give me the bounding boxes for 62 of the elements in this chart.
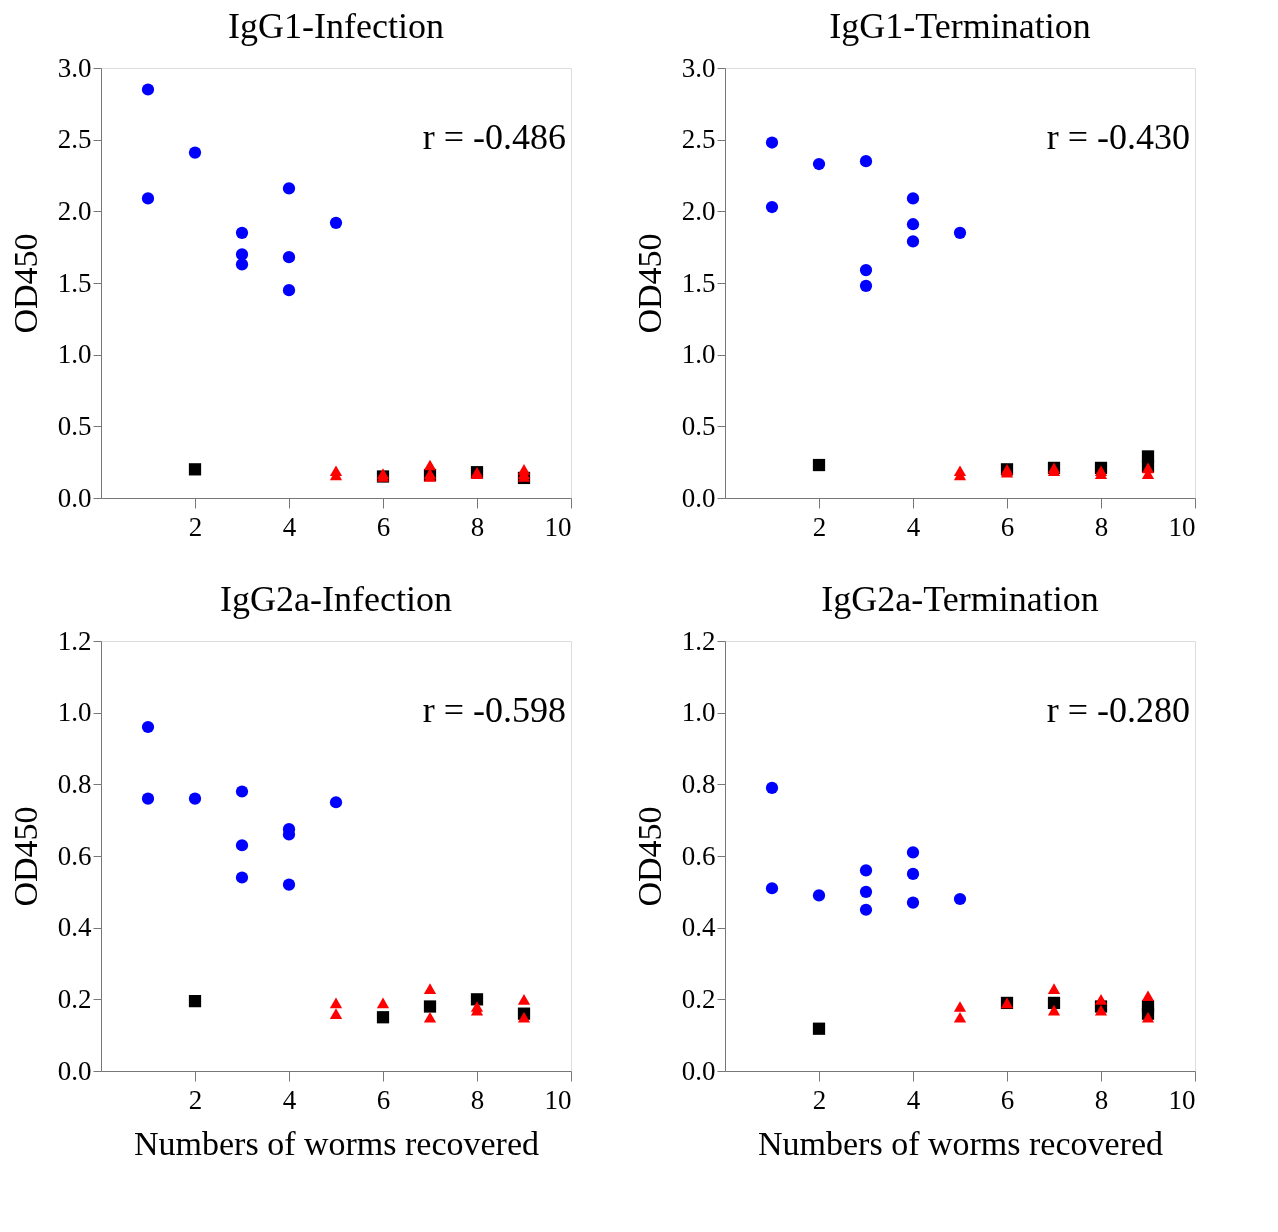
chart-title: IgG2a-Termination (821, 579, 1099, 619)
y-axis-title: OD450 (6, 806, 44, 907)
y-axis-title: OD450 (6, 233, 44, 334)
x-axis-title: Numbers of worms recovered (757, 1124, 1164, 1162)
y-tick-label: 1.2 (57, 625, 92, 656)
y-tick-label: 0.2 (57, 983, 92, 1014)
x-tick-label: 8 (1094, 1084, 1109, 1115)
x-tick-label: 2 (812, 511, 827, 542)
y-tick-label: 3.0 (681, 52, 716, 83)
x-tick-label: 2 (812, 1084, 827, 1115)
x-tick-label: 6 (376, 1084, 391, 1115)
y-tick-label: 0.4 (681, 912, 716, 943)
x-tick-label: 6 (1000, 1084, 1015, 1115)
x-tick-label: 8 (470, 1084, 485, 1115)
y-tick-label: 0.5 (57, 410, 92, 441)
y-tick-label: 0.0 (681, 1055, 716, 1086)
y-tick-label: 1.2 (681, 625, 716, 656)
y-tick-label: 0.0 (57, 1055, 92, 1086)
annotation: r = -0.430 (1046, 117, 1190, 157)
y-tick-label: 0.8 (681, 768, 716, 799)
x-tick-label: 10 (1168, 1084, 1196, 1115)
y-tick-label: 0.0 (57, 482, 92, 513)
y-tick-label: 0.6 (57, 840, 92, 871)
x-tick-label: 2 (188, 511, 203, 542)
y-tick-label: 0.8 (57, 768, 92, 799)
x-tick-label: 4 (282, 511, 297, 542)
y-tick-label: 2.5 (57, 124, 92, 155)
x-tick-label: 6 (1000, 511, 1015, 542)
y-tick-label: 1.0 (57, 339, 92, 370)
y-tick-label: 2.5 (681, 124, 716, 155)
x-tick-label: 2 (188, 1084, 203, 1115)
y-tick-label: 0.4 (57, 912, 92, 943)
y-axis-title: OD450 (630, 233, 668, 334)
y-tick-label: 3.0 (57, 52, 92, 83)
y-tick-label: 1.5 (681, 267, 716, 298)
x-tick-label: 10 (544, 511, 572, 542)
x-axis-title: Numbers of worms recovered (133, 1124, 540, 1162)
x-tick-label: 10 (1168, 511, 1196, 542)
x-tick-label: 8 (470, 511, 485, 542)
x-tick-label: 8 (1094, 511, 1109, 542)
x-tick-label: 4 (906, 511, 921, 542)
x-tick-label: 10 (544, 1084, 572, 1115)
y-tick-label: 0.6 (681, 840, 716, 871)
y-tick-label: 1.0 (681, 697, 716, 728)
y-tick-label: 2.0 (681, 195, 716, 226)
chart-title: IgG2a-Infection (220, 579, 452, 619)
annotation: r = -0.280 (1046, 690, 1190, 730)
annotation: r = -0.486 (422, 117, 566, 157)
y-tick-label: 2.0 (57, 195, 92, 226)
x-tick-label: 6 (376, 511, 391, 542)
annotation: r = -0.598 (422, 690, 566, 730)
y-tick-label: 1.5 (57, 267, 92, 298)
y-tick-label: 1.0 (681, 339, 716, 370)
chart-title: IgG1-Infection (228, 6, 444, 46)
y-tick-label: 0.5 (681, 410, 716, 441)
y-tick-label: 1.0 (57, 697, 92, 728)
x-tick-label: 4 (906, 1084, 921, 1115)
x-tick-label: 4 (282, 1084, 297, 1115)
y-axis-title: OD450 (630, 806, 668, 907)
y-tick-label: 0.0 (681, 482, 716, 513)
y-tick-label: 0.2 (681, 983, 716, 1014)
chart-title: IgG1-Termination (829, 6, 1091, 46)
